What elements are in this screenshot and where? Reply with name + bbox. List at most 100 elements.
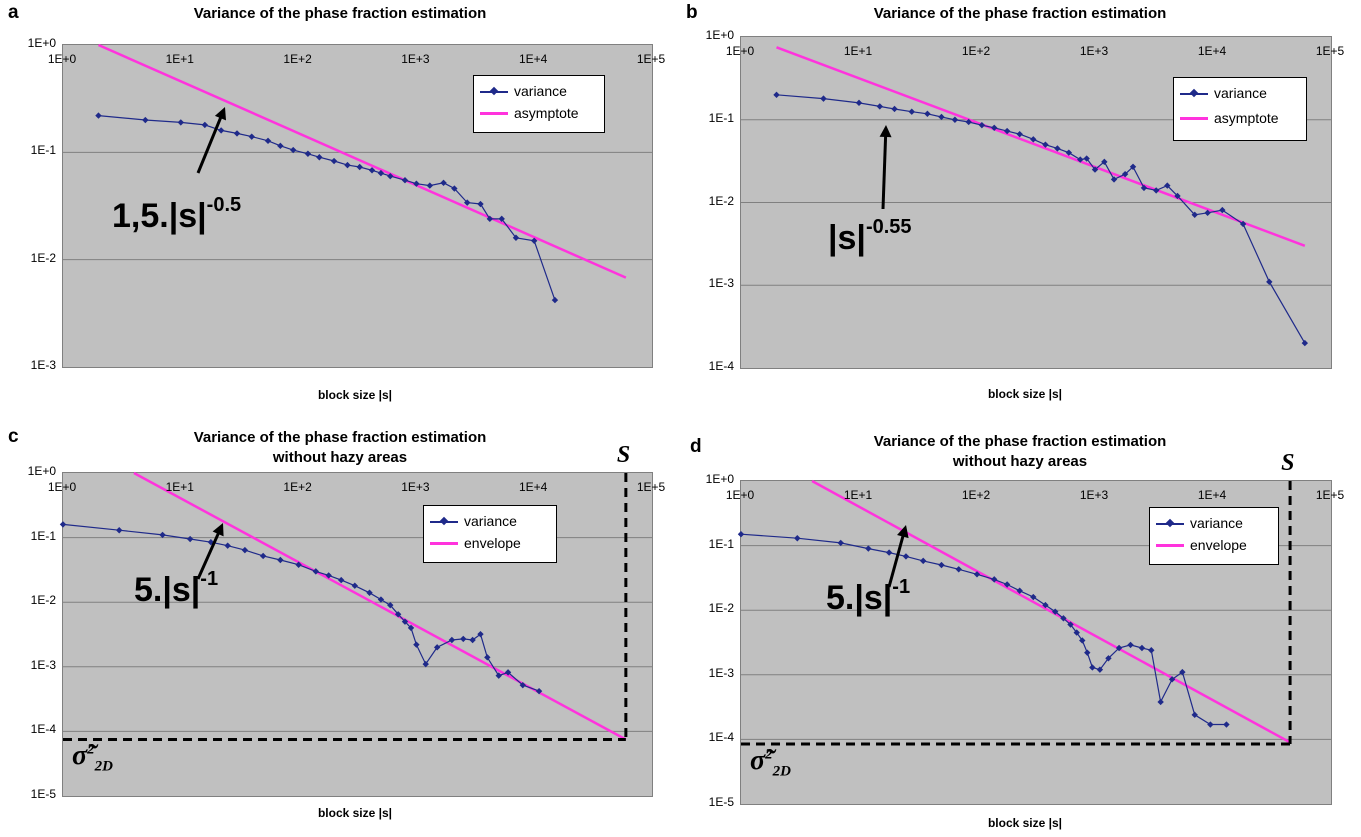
fit-line <box>776 46 1306 247</box>
x-tick-label: 1E+0 <box>725 488 755 502</box>
x-axis-title: block size |s| <box>317 388 393 402</box>
variance-point <box>938 561 945 569</box>
variance-point <box>451 185 458 192</box>
variance-point <box>1016 130 1023 138</box>
variance-point <box>440 179 447 187</box>
variance-point <box>338 576 345 584</box>
legend-marker-icon <box>1165 518 1175 528</box>
variance-point <box>1157 698 1164 706</box>
x-tick-label: 1E+5 <box>636 480 666 494</box>
variance-point <box>891 105 898 113</box>
chart-title: Variance of the phase fraction estimatio… <box>193 5 487 22</box>
variance-point <box>142 116 149 124</box>
legend-label: asymptote <box>514 105 579 121</box>
s-label: S <box>1281 450 1295 476</box>
x-tick-label: 1E+5 <box>1315 44 1345 58</box>
legend-label: envelope <box>1190 537 1247 553</box>
fit-annotation: 5.|s|-1 <box>134 568 218 610</box>
variance-point <box>460 635 467 643</box>
sigma-sub: 2D <box>94 759 113 776</box>
legend-swatch-fit <box>1180 117 1208 120</box>
panel-letter: d <box>690 436 702 457</box>
x-axis-title: block size |s| <box>987 816 1063 830</box>
x-tick-label: 1E+2 <box>283 480 312 494</box>
sigma-sub: 2D <box>772 763 791 780</box>
legend-marker-icon <box>439 516 449 526</box>
legend-label: asymptote <box>1214 110 1279 126</box>
variance-point <box>1101 158 1108 166</box>
variance-point <box>1067 621 1074 628</box>
chart-subtitle: without hazy areas <box>952 453 1088 470</box>
variance-point <box>1065 149 1073 156</box>
variance-point <box>413 641 420 648</box>
variance-point <box>1207 721 1214 728</box>
variance-point <box>908 108 915 115</box>
annotation-arrow <box>887 532 906 588</box>
x-tick-label: 1E+1 <box>165 480 194 494</box>
fit-line <box>811 479 1291 744</box>
x-tick-label: 1E+3 <box>401 52 430 66</box>
variance-point <box>1091 166 1099 173</box>
variance-point <box>955 566 962 573</box>
variance-point <box>885 549 893 556</box>
variance-point <box>535 687 543 695</box>
x-tick-label: 1E+0 <box>725 44 755 58</box>
x-tick-label: 1E+3 <box>1079 44 1109 58</box>
x-tick-label: 1E+2 <box>283 52 312 66</box>
x-tick-label: 1E+0 <box>47 52 77 66</box>
variance-line <box>740 533 1227 726</box>
variance-point <box>920 557 927 565</box>
variance-point <box>978 121 986 129</box>
legend-label: variance <box>1214 85 1267 101</box>
sigma-2d-label: σ̃22D <box>72 740 113 776</box>
variance-point <box>486 215 494 223</box>
sigma-sup: 2 <box>765 746 773 763</box>
x-tick-label: 1E+1 <box>843 488 873 502</box>
variance-point <box>1127 641 1134 649</box>
variance-point <box>876 103 883 110</box>
legend-label: variance <box>1190 515 1243 531</box>
variance-point <box>401 177 409 184</box>
variance-point <box>1219 206 1226 214</box>
fit-annotation: |s|-0.55 <box>828 216 912 258</box>
legend: variance envelope <box>423 505 557 563</box>
chart-subtitle: without hazy areas <box>272 449 408 466</box>
variance-point <box>426 182 434 189</box>
x-tick-label: 1E+4 <box>1197 488 1227 502</box>
fit-annotation: 5.|s|-1 <box>826 576 910 618</box>
variance-point <box>484 654 491 661</box>
y-tick-label: 1E-4 <box>708 730 734 745</box>
variance-point <box>264 137 272 145</box>
variance-point <box>448 636 456 644</box>
chart-svg <box>59 471 652 741</box>
variance-point <box>1191 711 1198 719</box>
panel-letter: a <box>8 2 19 23</box>
variance-point <box>330 157 338 165</box>
panel-b: b Variance of the phase fraction estimat… <box>680 0 1361 415</box>
variance-point <box>1174 192 1181 200</box>
annotation-exponent: -1 <box>892 576 911 598</box>
annotation-arrow <box>196 529 222 580</box>
x-tick-label: 1E+4 <box>519 52 548 66</box>
plot-area: variance asymptote <box>740 36 1332 369</box>
variance-point <box>837 539 844 547</box>
x-axis-title: block size |s| <box>317 806 393 820</box>
legend: variance asymptote <box>1173 77 1307 141</box>
sigma-2d-label: σ̃22D <box>750 745 791 781</box>
variance-point <box>356 163 363 171</box>
variance-point <box>95 112 102 119</box>
variance-point <box>304 150 312 157</box>
variance-point <box>464 199 471 206</box>
variance-point <box>1110 176 1118 183</box>
variance-point <box>377 169 385 177</box>
y-tick-label: 1E-3 <box>30 358 56 372</box>
legend-marker-icon <box>489 86 499 96</box>
annotation-text: 5.|s| <box>134 571 201 609</box>
variance-point <box>855 99 863 107</box>
x-tick-label: 1E+1 <box>165 52 194 66</box>
panel-letter: b <box>686 2 698 23</box>
chart-title: Variance of the phase fraction estimatio… <box>193 429 487 446</box>
variance-point <box>177 119 184 126</box>
variance-point <box>259 552 267 560</box>
y-tick-label: 1E-5 <box>708 795 734 809</box>
